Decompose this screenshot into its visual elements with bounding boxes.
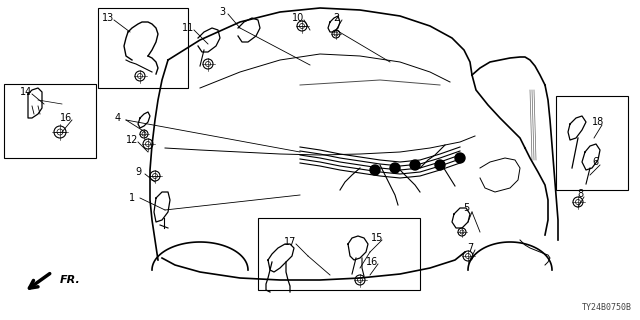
Text: 16: 16 bbox=[60, 113, 72, 123]
Text: 13: 13 bbox=[102, 13, 114, 23]
Text: 18: 18 bbox=[592, 117, 604, 127]
Text: 10: 10 bbox=[292, 13, 304, 23]
Text: 16: 16 bbox=[366, 257, 378, 267]
Circle shape bbox=[390, 163, 400, 173]
Circle shape bbox=[370, 165, 380, 175]
Circle shape bbox=[435, 160, 445, 170]
Text: 9: 9 bbox=[135, 167, 141, 177]
Circle shape bbox=[455, 153, 465, 163]
Text: 11: 11 bbox=[182, 23, 194, 33]
Text: FR.: FR. bbox=[60, 275, 81, 285]
Text: 5: 5 bbox=[463, 203, 469, 213]
Text: 17: 17 bbox=[284, 237, 296, 247]
Text: 3: 3 bbox=[219, 7, 225, 17]
Text: 2: 2 bbox=[333, 13, 339, 23]
Text: 7: 7 bbox=[467, 243, 473, 253]
Text: TY24B0750B: TY24B0750B bbox=[582, 303, 632, 312]
Bar bbox=[4, 84, 96, 158]
Text: 15: 15 bbox=[371, 233, 383, 243]
Text: 6: 6 bbox=[592, 157, 598, 167]
Bar bbox=[258, 218, 420, 290]
Text: 12: 12 bbox=[126, 135, 138, 145]
Text: 14: 14 bbox=[20, 87, 32, 97]
Bar bbox=[98, 8, 188, 88]
Text: 1: 1 bbox=[129, 193, 135, 203]
Text: 8: 8 bbox=[577, 189, 583, 199]
Bar bbox=[556, 96, 628, 190]
Circle shape bbox=[410, 160, 420, 170]
Text: 4: 4 bbox=[115, 113, 121, 123]
